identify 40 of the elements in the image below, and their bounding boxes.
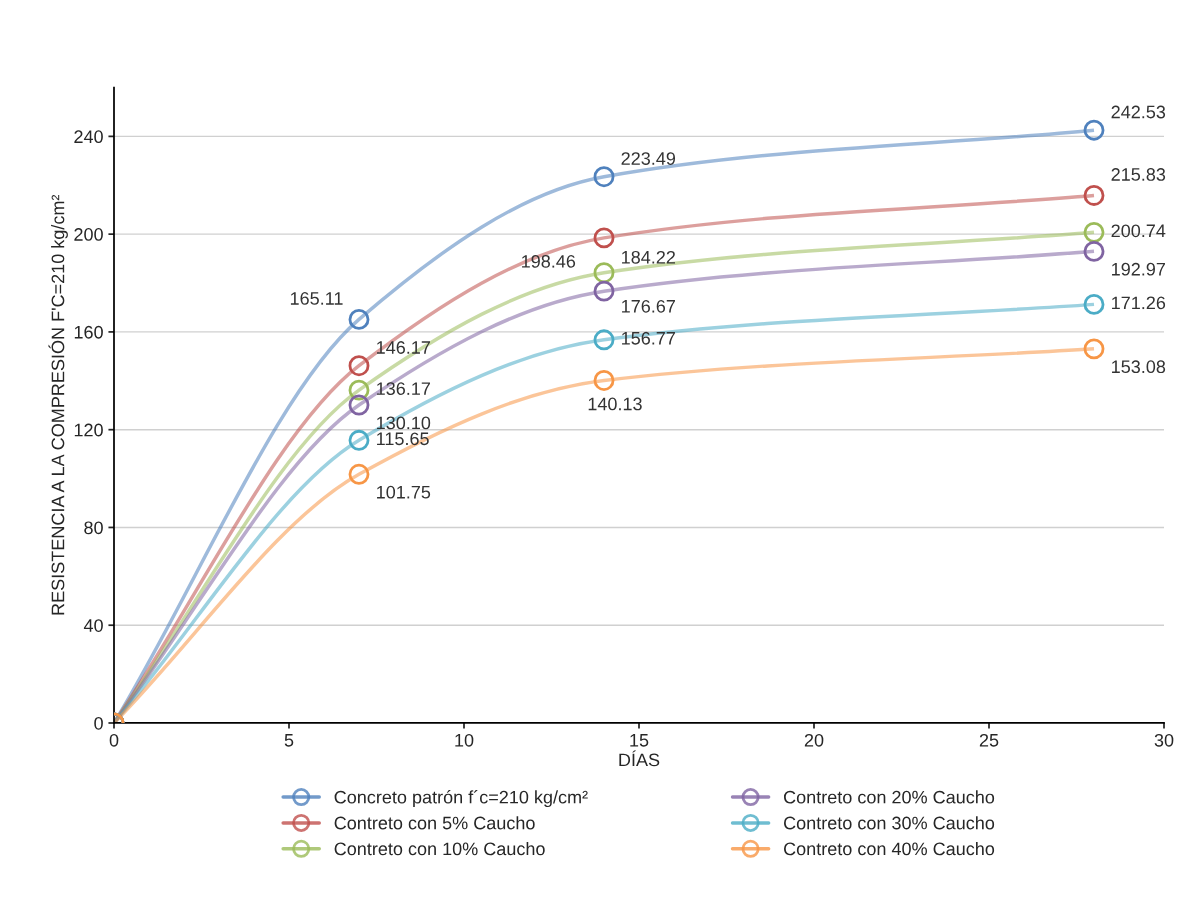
data-label: 198.46: [522, 254, 576, 268]
y-tick-label: 160: [74, 325, 103, 339]
x-tick-label: 30: [1154, 733, 1174, 747]
data-label: 156.77: [622, 331, 675, 345]
x-tick-label: 15: [630, 734, 649, 747]
data-label: 165.11: [290, 292, 343, 305]
x-tick-label: 0: [109, 733, 119, 747]
y-tick-label: 120: [74, 423, 103, 437]
x-tick-label: 5: [284, 734, 294, 747]
data-label: 153.08: [1112, 360, 1166, 374]
legend-label: Contreto con 5% Caucho: [334, 816, 535, 830]
legend-label: Contreto con 30% Caucho: [784, 816, 995, 830]
data-label: 101.75: [377, 485, 431, 499]
y-tick-label: 200: [74, 228, 103, 241]
x-tick-label: 20: [804, 733, 824, 747]
x-tick-label: 10: [455, 733, 474, 747]
y-tick-label: 80: [84, 521, 103, 535]
x-tick-label: 25: [979, 733, 999, 747]
data-label: 192.97: [1112, 262, 1165, 276]
data-label: 146.17: [377, 341, 430, 354]
y-tick-label: 0: [94, 716, 103, 730]
legend-label: Contreto con 10% Caucho: [334, 842, 545, 856]
legend-label: Concreto patrón f´c=210 kg/cm²: [334, 790, 588, 808]
legend-label: Contreto con 40% Caucho: [784, 842, 995, 856]
data-label: 115.65: [377, 432, 429, 446]
data-label: 215.83: [1111, 168, 1166, 181]
data-label: 140.13: [588, 397, 642, 411]
data-label: 242.53: [1111, 105, 1166, 119]
y-axis-title: RESISTENCIA A LA COMPRESIÓN F'C=210 kg/cm²: [48, 194, 68, 615]
data-label: 136.17: [377, 382, 430, 396]
x-axis-title: DÍAS: [619, 750, 660, 767]
data-label: 176.67: [622, 299, 675, 313]
y-tick-label: 240: [74, 130, 103, 144]
data-label: 223.49: [621, 152, 676, 165]
data-label: 200.74: [1111, 224, 1166, 238]
y-tick-label: 40: [83, 619, 103, 632]
data-label: 171.26: [1112, 296, 1166, 310]
data-label: 130.10: [377, 416, 431, 430]
legend-label: Contreto con 20% Caucho: [784, 790, 995, 804]
data-label: 184.22: [622, 250, 675, 264]
